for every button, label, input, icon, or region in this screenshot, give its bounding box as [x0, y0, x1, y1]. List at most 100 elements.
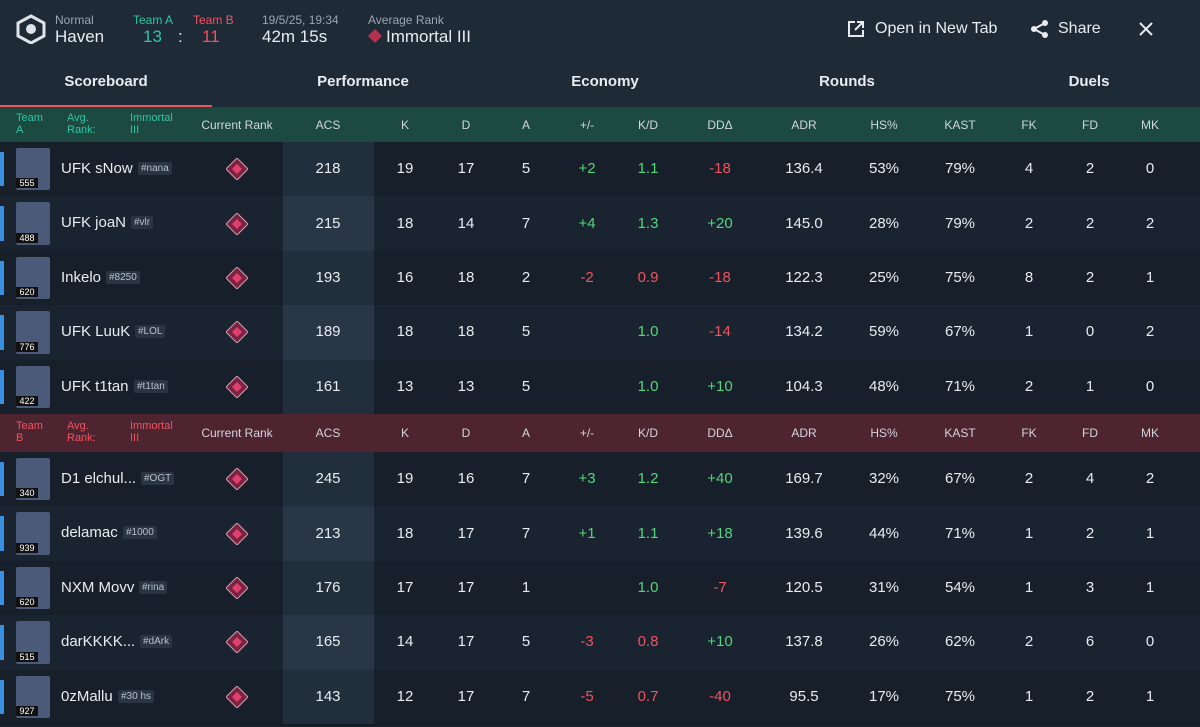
- stat-cell: 44%: [868, 524, 900, 542]
- acs-highlight: [283, 615, 374, 670]
- player-row: [0, 250, 1200, 307]
- player-name: UFK sNow: [61, 160, 133, 177]
- close-button[interactable]: [1138, 21, 1154, 37]
- acs-highlight: [283, 250, 374, 306]
- stat-cell: 1.0: [637, 579, 659, 596]
- open-new-tab[interactable]: Open in New Tab: [875, 20, 998, 37]
- stat-cell: 95.5: [789, 687, 819, 705]
- stat-cell: -18: [709, 269, 731, 286]
- stat-cell: 213: [315, 524, 341, 542]
- score-separator: :: [178, 27, 183, 46]
- player-tag: #rina: [139, 580, 168, 594]
- stat-cell: 18: [396, 524, 414, 542]
- stat-cell: +40: [707, 470, 733, 488]
- rank-icon: [225, 521, 249, 546]
- stat-cell: 0.8: [637, 633, 659, 651]
- stat-cell: 143: [315, 687, 341, 705]
- stat-cell: 18: [396, 214, 414, 232]
- column-header: K: [400, 117, 409, 132]
- stat-cell: 2: [1145, 323, 1155, 341]
- column-header: DDΔ: [707, 117, 733, 132]
- player-tag: #OGT: [141, 472, 175, 485]
- player-name: D1 elchul...: [61, 470, 137, 487]
- stat-cell: 19: [396, 470, 414, 488]
- player-level: 927: [16, 706, 38, 716]
- stat-cell: 0: [1145, 160, 1155, 178]
- stat-cell: 79%: [944, 160, 976, 178]
- share-icon[interactable]: [1030, 19, 1050, 39]
- stat-cell: 17: [457, 524, 475, 542]
- stat-cell: 1: [1024, 687, 1034, 705]
- team-stripe: [0, 516, 4, 551]
- rank-icon: [225, 375, 249, 399]
- stat-cell: 215: [315, 214, 341, 232]
- acs-highlight: [283, 305, 374, 360]
- share[interactable]: Share: [1058, 20, 1101, 37]
- stat-cell: 62%: [944, 633, 976, 651]
- duration: 42m 15s: [262, 27, 328, 46]
- player-row: [0, 615, 1200, 671]
- avg-rank: Immortal III: [130, 111, 173, 136]
- player-level: 939: [16, 542, 38, 553]
- stat-cell: +1: [578, 524, 596, 542]
- stat-cell: 134.2: [785, 323, 823, 341]
- stat-cell: 169.7: [785, 470, 823, 488]
- acs-highlight: [283, 506, 374, 561]
- team-b-label: Team B: [193, 13, 234, 27]
- stat-cell: 17%: [868, 687, 900, 705]
- stat-cell: 2: [1085, 687, 1095, 705]
- player-name: NXM Movv: [61, 578, 135, 596]
- acs-highlight: [283, 142, 374, 197]
- player-level: 422: [16, 396, 38, 406]
- acs-highlight: [283, 669, 374, 724]
- player-row: [0, 196, 1200, 252]
- stat-cell: 19: [396, 160, 414, 178]
- map: Haven: [55, 27, 105, 46]
- stat-cell: 4: [1024, 160, 1034, 178]
- column-header: KAST: [944, 426, 976, 440]
- rank-icon: [225, 211, 249, 236]
- stat-cell: 13: [457, 377, 475, 395]
- player-row: [0, 669, 1200, 725]
- stat-cell: 75%: [944, 269, 976, 286]
- avg-rank-label: Avg. Rank:: [67, 420, 96, 444]
- stat-cell: 1.2: [637, 470, 659, 488]
- stat-cell: 2: [1024, 377, 1034, 395]
- stat-cell: 16: [396, 269, 414, 286]
- stat-cell: 1: [1145, 579, 1155, 596]
- player-tag: #8250: [106, 270, 140, 284]
- stat-cell: 1: [1024, 323, 1034, 341]
- column-header: MK: [1141, 117, 1159, 132]
- tab[interactable]: Performance: [317, 73, 409, 90]
- stat-cell: 0.9: [637, 269, 659, 286]
- rank-icon: [368, 29, 382, 43]
- team-stripe: [0, 462, 4, 497]
- column-header: HS%: [870, 117, 898, 132]
- tab[interactable]: Economy: [571, 73, 639, 90]
- open-icon[interactable]: [847, 20, 865, 38]
- stat-cell: 0: [1085, 323, 1095, 341]
- match-date: 19/5/25, 19:34: [262, 13, 339, 27]
- stat-cell: 54%: [944, 579, 976, 596]
- rank-icon: [225, 685, 249, 709]
- stat-cell: 7: [521, 470, 531, 488]
- stat-cell: 17: [396, 579, 414, 596]
- stat-cell: 17: [457, 687, 475, 705]
- tab[interactable]: Duels: [1068, 73, 1110, 90]
- stat-cell: +4: [578, 214, 596, 232]
- tab[interactable]: Rounds: [819, 73, 875, 90]
- stat-cell: 0.7: [637, 687, 659, 705]
- tab[interactable]: Scoreboard: [64, 73, 148, 90]
- stat-cell: +20: [707, 214, 733, 232]
- player-tag: #vlr: [131, 216, 154, 230]
- column-header: A: [521, 117, 530, 132]
- stat-cell: 79%: [944, 214, 976, 232]
- stat-cell: -2: [580, 269, 594, 286]
- stat-cell: +3: [578, 470, 596, 488]
- player-name: UFK t1tan: [61, 377, 129, 395]
- column-header: D: [461, 426, 471, 440]
- stat-cell: 1: [1145, 687, 1155, 705]
- player-row: [0, 560, 1200, 617]
- team-label: Team B: [16, 420, 43, 444]
- stat-cell: 14: [396, 633, 414, 651]
